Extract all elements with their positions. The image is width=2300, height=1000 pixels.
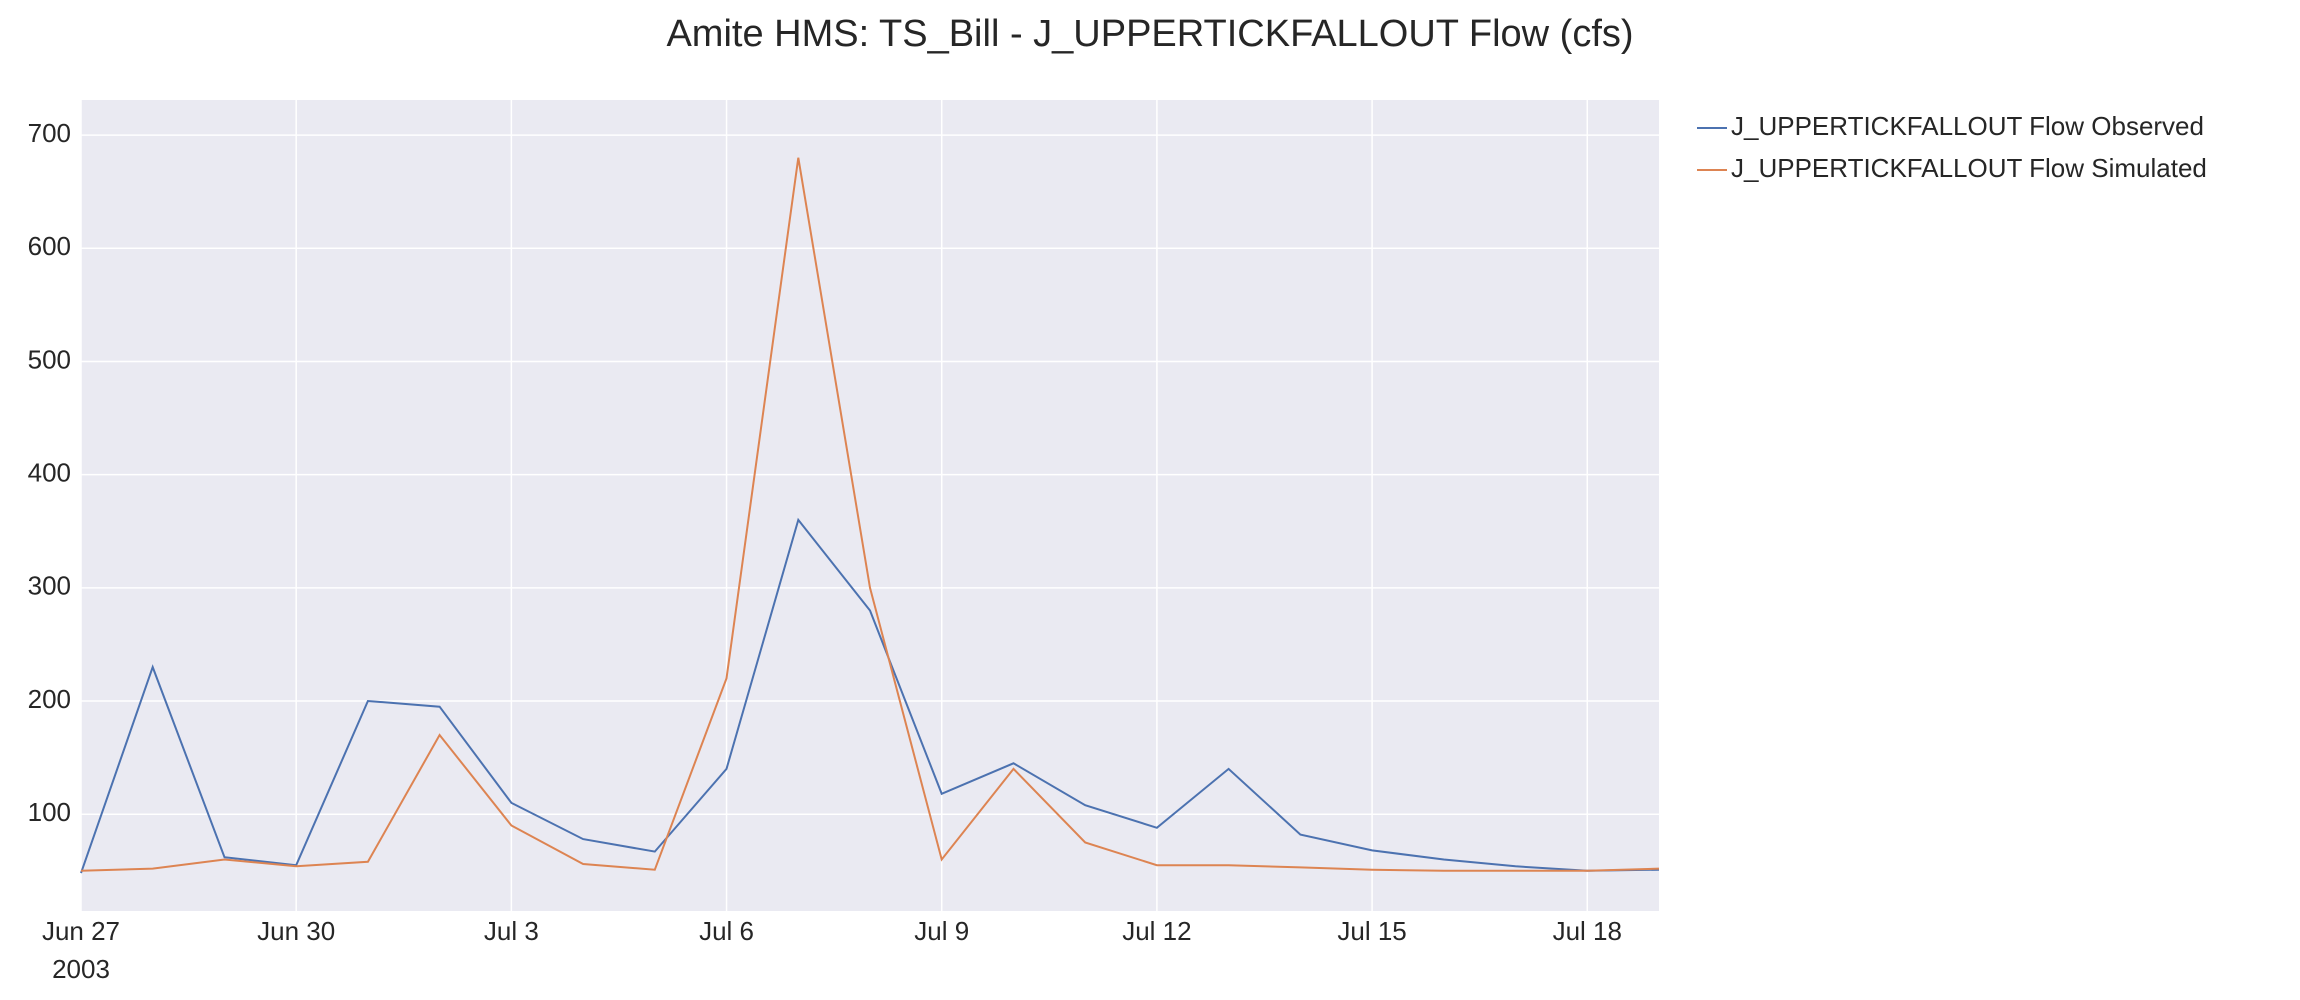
series-line: [80, 517, 1660, 874]
y-tick-label: 200: [28, 684, 71, 714]
x-tick-label: Jul 15: [1337, 916, 1406, 946]
y-tick-label: 400: [28, 458, 71, 488]
x-tick-year: 2003: [52, 954, 110, 984]
x-tick-label: Jul 18: [1553, 916, 1622, 946]
y-tick-label: 500: [28, 344, 71, 374]
y-tick-label: 600: [28, 231, 71, 261]
x-tick-label: Jun 27: [42, 916, 120, 946]
legend-label: J_UPPERTICKFALLOUT Flow Simulated: [1731, 153, 2207, 183]
chart-title: Amite HMS: TS_Bill - J_UPPERTICKFALLOUT …: [666, 13, 1633, 55]
x-tick-label: Jul 12: [1122, 916, 1191, 946]
x-tick-label: Jul 3: [484, 916, 539, 946]
x-tick-label: Jun 30: [257, 916, 335, 946]
y-tick-label: 100: [28, 797, 71, 827]
y-tick-label: 300: [28, 571, 71, 601]
x-tick-label: Jul 6: [699, 916, 754, 946]
plot-area: [81, 100, 1659, 911]
series-line: [80, 157, 1660, 872]
y-tick-label: 700: [28, 118, 71, 148]
legend-label: J_UPPERTICKFALLOUT Flow Observed: [1731, 111, 2204, 141]
x-tick-label: Jul 9: [914, 916, 969, 946]
